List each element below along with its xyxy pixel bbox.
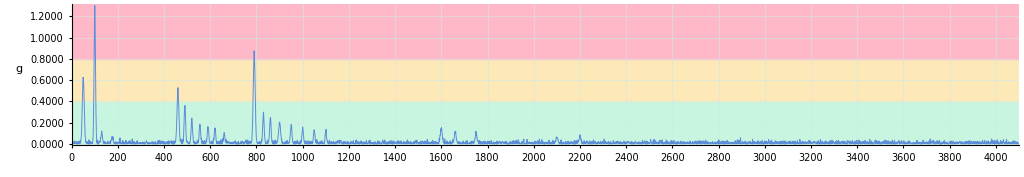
Bar — [72, 59, 1019, 101]
Bar — [72, 101, 1019, 155]
Bar — [72, 0, 1019, 59]
Y-axis label: g: g — [15, 64, 23, 74]
